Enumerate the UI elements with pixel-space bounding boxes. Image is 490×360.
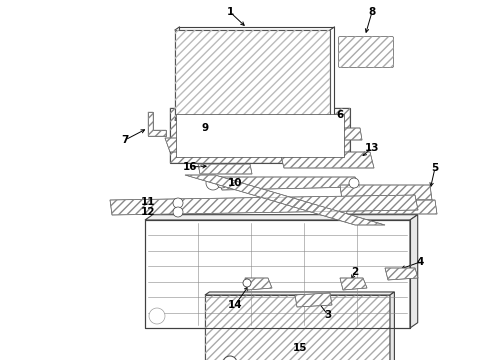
Circle shape	[173, 207, 183, 217]
Circle shape	[243, 279, 251, 287]
Text: 1: 1	[226, 7, 234, 17]
Polygon shape	[280, 152, 374, 168]
Text: 12: 12	[141, 207, 155, 217]
Polygon shape	[205, 292, 394, 295]
Text: 5: 5	[431, 163, 439, 173]
Text: 15: 15	[293, 343, 307, 353]
FancyBboxPatch shape	[339, 36, 393, 68]
Polygon shape	[390, 292, 394, 360]
Text: 16: 16	[183, 162, 197, 172]
Polygon shape	[110, 195, 418, 215]
Polygon shape	[340, 278, 367, 290]
Circle shape	[349, 178, 359, 188]
Polygon shape	[295, 128, 362, 140]
Text: 4: 4	[416, 257, 424, 267]
Text: 3: 3	[324, 310, 332, 320]
Polygon shape	[205, 295, 390, 360]
Text: 8: 8	[368, 7, 376, 17]
Text: 10: 10	[228, 178, 242, 188]
Circle shape	[173, 198, 183, 208]
Circle shape	[206, 176, 220, 190]
Polygon shape	[176, 114, 344, 157]
Text: 14: 14	[228, 300, 243, 310]
Polygon shape	[295, 293, 332, 307]
Text: 13: 13	[365, 143, 379, 153]
Polygon shape	[410, 215, 417, 328]
Text: 7: 7	[122, 135, 129, 145]
Polygon shape	[170, 108, 350, 163]
Polygon shape	[145, 220, 410, 328]
Text: 6: 6	[336, 110, 343, 120]
Text: 11: 11	[141, 197, 155, 207]
Polygon shape	[340, 185, 432, 200]
Text: 9: 9	[201, 123, 209, 133]
Polygon shape	[385, 268, 418, 280]
Circle shape	[223, 356, 237, 360]
Circle shape	[149, 308, 165, 324]
Circle shape	[217, 178, 227, 188]
Polygon shape	[198, 164, 252, 174]
Polygon shape	[148, 112, 166, 136]
Polygon shape	[165, 138, 235, 152]
Polygon shape	[179, 27, 334, 117]
Polygon shape	[185, 175, 385, 225]
Polygon shape	[245, 278, 272, 290]
Text: 2: 2	[351, 267, 359, 277]
Polygon shape	[218, 177, 360, 190]
Polygon shape	[345, 200, 437, 214]
Polygon shape	[175, 30, 330, 120]
Polygon shape	[145, 215, 417, 220]
